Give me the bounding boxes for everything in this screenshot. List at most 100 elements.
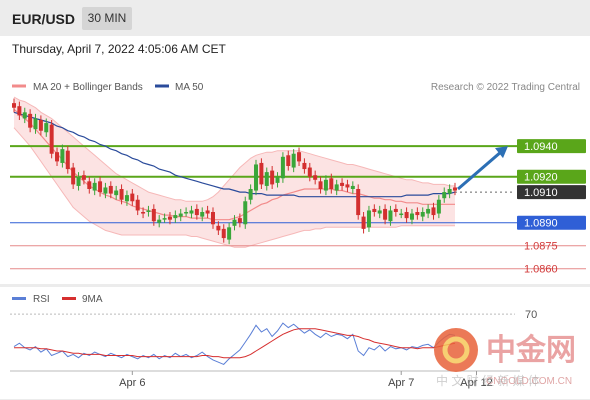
ma50-legend-label: MA 50 <box>175 82 204 93</box>
level-labels: 1.0940 1.0920 1.0910 1.0890 1.0875 1.0860 <box>517 139 586 276</box>
level-label-1.0920: 1.0920 <box>524 172 558 184</box>
level-label-1.0860: 1.0860 <box>524 264 558 276</box>
candle-down <box>98 181 103 193</box>
candle-up <box>248 189 253 200</box>
candle-up <box>103 187 108 194</box>
candle-down <box>55 152 60 162</box>
level-label-1.0940: 1.0940 <box>524 141 558 153</box>
candle-up <box>173 215 178 219</box>
candle-up <box>280 156 285 179</box>
candle-down <box>318 181 323 189</box>
candle-up <box>399 213 404 216</box>
candle-down <box>453 187 457 191</box>
rsi-panel <box>0 287 590 399</box>
candle-up <box>366 210 371 228</box>
candle-down <box>404 212 409 219</box>
candle-up <box>442 192 447 199</box>
candle-down <box>49 124 54 154</box>
candle-up <box>124 195 129 202</box>
candle-up <box>291 153 296 168</box>
level-label-1.0910: 1.0910 <box>524 187 558 199</box>
candle-up <box>227 227 232 240</box>
level-badge-1.0920 <box>517 169 586 184</box>
level-badge-1.0910 <box>517 185 586 200</box>
watermark-logo-inner <box>442 336 470 364</box>
candle-down <box>313 175 318 180</box>
candle-down <box>12 103 16 108</box>
x-axis-ticks: Apr 6 Apr 7 Apr 12 <box>119 371 493 389</box>
candle-down <box>130 193 135 202</box>
candle-up <box>426 208 431 214</box>
level-badge-1.0890 <box>517 215 586 230</box>
rsi-ma-legend-label: 9MA <box>82 294 103 305</box>
ma20-legend-swatch <box>12 84 26 88</box>
title-bar: EUR/USD 30 MIN <box>0 0 590 36</box>
candle-up <box>92 182 97 191</box>
candle-down <box>415 212 420 216</box>
candle-down <box>286 155 291 166</box>
candle-down <box>216 225 221 231</box>
candle-up <box>350 185 355 189</box>
candle-down <box>141 212 146 214</box>
candle-up <box>189 210 194 214</box>
candle-down <box>205 210 210 214</box>
watermark-name: 中金网 <box>486 333 576 367</box>
candle-down <box>38 120 43 131</box>
candle-down <box>237 218 242 223</box>
forecast-arrow <box>457 146 508 191</box>
candle-up <box>33 118 38 130</box>
candle-up <box>146 210 151 212</box>
timestamp: Thursday, April 7, 2022 4:05:06 AM CET <box>12 42 227 56</box>
x-tick-label: Apr 7 <box>388 377 414 389</box>
candle-down <box>307 167 312 177</box>
candle-down <box>194 208 199 216</box>
credit: Research © 2022 Trading Central <box>431 82 580 93</box>
candle-down <box>259 162 264 185</box>
candle-down <box>119 189 124 200</box>
x-tick-label: Apr 6 <box>119 377 145 389</box>
x-tick-label: Apr 12 <box>460 377 492 389</box>
rsi-lines: 70 <box>10 309 537 365</box>
bollinger-bands <box>13 96 455 248</box>
candle-down <box>210 212 215 225</box>
ma50-line <box>13 111 456 198</box>
candle-down <box>329 178 334 189</box>
ma50-legend-swatch <box>155 84 169 88</box>
interval-button[interactable]: 30 MIN <box>82 7 132 30</box>
candle-up <box>447 189 452 194</box>
candle-up <box>178 213 183 217</box>
watermark: 中金网 CNGOLD.COM.CN 中 文 财 经 新 媒 体 <box>434 328 576 388</box>
candle-up <box>162 218 167 220</box>
candle-down <box>108 185 113 194</box>
candle-down <box>135 199 140 211</box>
forecast-arrow-shaft <box>457 149 503 191</box>
candle-up <box>388 210 393 222</box>
candle-up <box>323 179 328 191</box>
level-label-1.0890: 1.0890 <box>524 218 558 230</box>
candle-down <box>270 170 275 185</box>
level-badge-1.0940 <box>517 139 586 154</box>
watermark-slogan: 中 文 财 经 新 媒 体 <box>436 373 540 388</box>
candle-down <box>372 208 377 212</box>
rsi-legend-label: RSI <box>33 294 50 305</box>
rsi-ma-legend-swatch <box>62 297 76 300</box>
candle-up <box>200 212 205 217</box>
candle-down <box>431 207 436 216</box>
candle-down <box>167 216 172 220</box>
candle-down <box>340 182 345 186</box>
bollinger-band-area <box>14 97 455 248</box>
candle-down <box>297 152 302 162</box>
candle-up <box>264 172 269 186</box>
candle-down <box>356 189 361 216</box>
candle-down <box>302 162 307 170</box>
candle-down <box>393 208 398 212</box>
candle-up <box>184 212 189 214</box>
bollinger-upper <box>13 96 455 202</box>
rsi-ma-line <box>14 328 456 359</box>
rsi-tick-70: 70 <box>525 309 537 321</box>
candle-up <box>377 210 382 214</box>
rsi-legend-swatch <box>12 297 26 300</box>
candle-up <box>44 123 49 133</box>
candle-up <box>232 219 237 226</box>
